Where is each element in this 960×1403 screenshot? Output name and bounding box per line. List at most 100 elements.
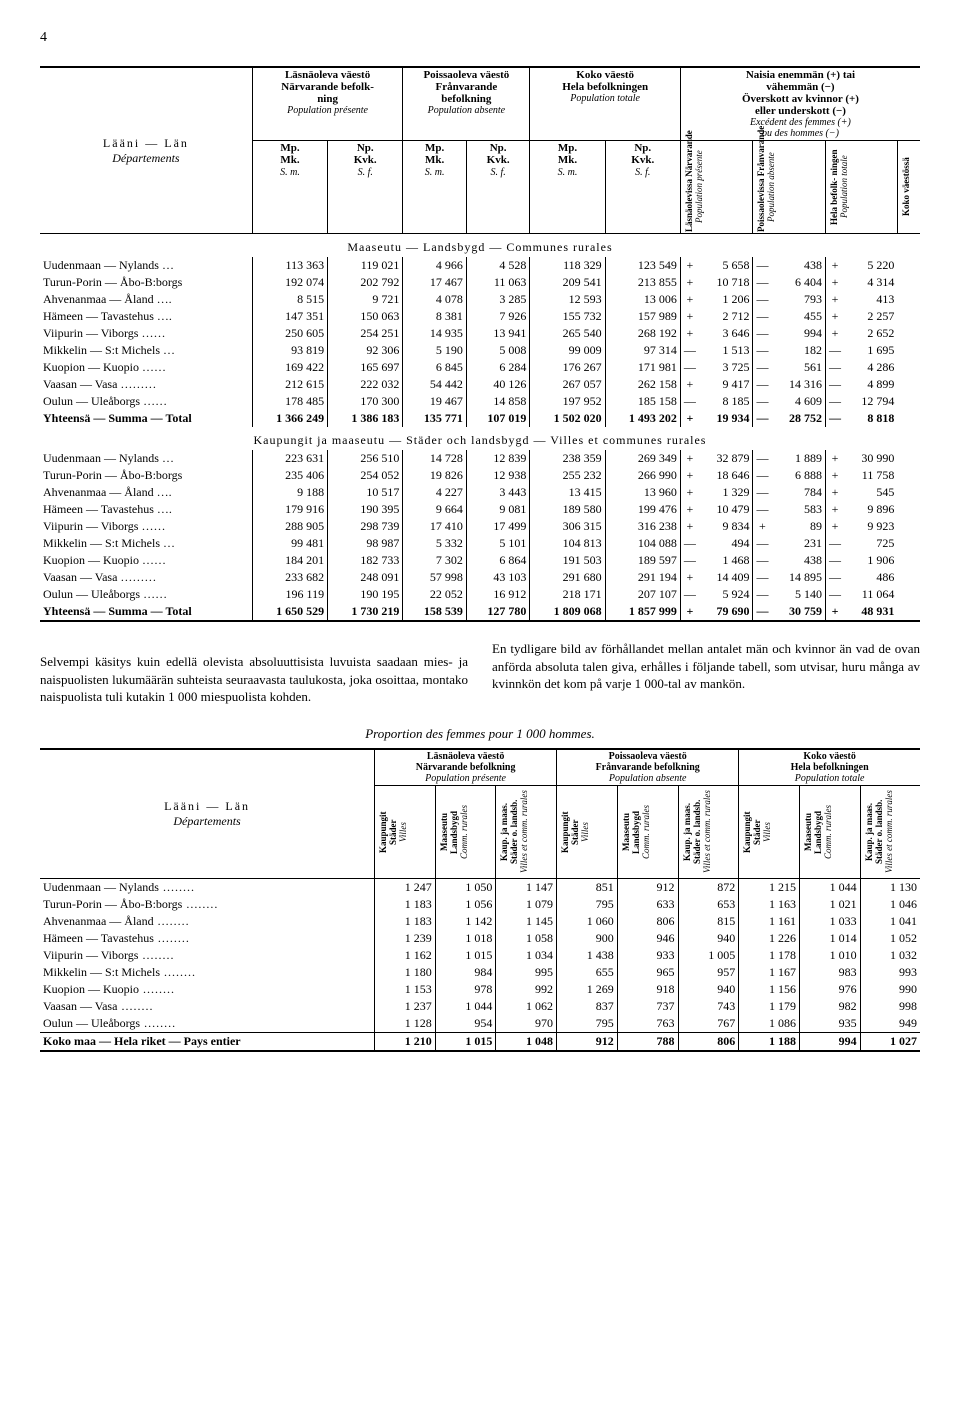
table-row-label: Viipurin — Viborgs ……: [40, 518, 252, 535]
cell: 1 153: [375, 981, 436, 998]
cell: 12 794: [844, 393, 897, 410]
cell: 238 359: [530, 450, 605, 467]
cell: 266 990: [605, 467, 680, 484]
gh2-l2: Frånvarande: [406, 81, 526, 93]
cell: 169 422: [252, 359, 327, 376]
cell-sign: +: [753, 518, 772, 535]
cell: 13 960: [605, 484, 680, 501]
cell: 793: [771, 291, 825, 308]
cell: 4 528: [466, 257, 530, 274]
gh3-l1: Koko väestö: [533, 69, 677, 81]
cell: 98 987: [328, 535, 403, 552]
cell: 494: [699, 535, 753, 552]
cell-sign: —: [753, 603, 772, 621]
gh2-l1: Poissaoleva väestö: [406, 69, 526, 81]
vc1b: Frånvarande: [756, 126, 766, 177]
cell: 946: [617, 930, 678, 947]
cell: 957: [678, 964, 739, 981]
cell: 1 502 020: [530, 410, 605, 427]
gh2-it: Population absente: [406, 105, 526, 116]
cell: 212 615: [252, 376, 327, 393]
cell: 150 063: [328, 308, 403, 325]
cell: 655: [557, 964, 618, 981]
cell-sign: —: [680, 393, 699, 410]
cell: 912: [557, 1033, 618, 1052]
cell-sign: +: [825, 518, 844, 535]
cell: 1 048: [496, 1033, 557, 1052]
cell: 1 014: [799, 930, 860, 947]
cell: 14 858: [466, 393, 530, 410]
cell-sign: +: [680, 410, 699, 427]
cell: 306 315: [530, 518, 605, 535]
cell: 5 140: [771, 586, 825, 603]
cell: 4 227: [403, 484, 467, 501]
cell-sign: +: [680, 569, 699, 586]
sh-mk3: Mk.: [558, 154, 577, 166]
cell: 57 998: [403, 569, 467, 586]
cell: 48 931: [844, 603, 897, 621]
table-row-label: Oulun — Uleåborgs ……: [40, 393, 252, 410]
cell: 940: [678, 930, 739, 947]
vc2a: Hela befolk-: [829, 178, 839, 225]
cell-sign: —: [753, 586, 772, 603]
cell: 179 916: [252, 501, 327, 518]
cell: 113 363: [252, 257, 327, 274]
section2-title: Kaupungit ja maaseutu — Städer och lands…: [40, 427, 920, 450]
cell: 1 366 249: [252, 410, 327, 427]
vc2it: Population totale: [839, 142, 849, 232]
cell: 99 009: [530, 342, 605, 359]
table-row-label: Yhteensä — Summa — Total: [40, 603, 252, 621]
cell: 1 179: [739, 998, 800, 1015]
gh4-it: Excédent des femmes (+): [684, 117, 917, 128]
cell: 1 044: [435, 998, 496, 1015]
table-row-label: Oulun — Uleåborgs: [40, 1015, 375, 1033]
cell: 4 078: [403, 291, 467, 308]
table-row-label: Turun-Porin — Åbo-B:borgs: [40, 274, 252, 291]
cell-sign: +: [825, 308, 844, 325]
sh-sf2: S. f.: [490, 167, 505, 178]
cell: 1 215: [739, 879, 800, 897]
t2g2a: Koko väestö: [803, 751, 856, 762]
cell: 1 027: [860, 1033, 920, 1052]
cell-sign: —: [680, 342, 699, 359]
table-row-label: Vaasan — Vasa ………: [40, 569, 252, 586]
sh-mk: Mk.: [280, 154, 299, 166]
cell: 976: [799, 981, 860, 998]
sh-mk2: Mk.: [425, 154, 444, 166]
gh1-l3: ning: [256, 93, 400, 105]
cell: 912: [617, 879, 678, 897]
vc0it: Population présente: [694, 142, 704, 232]
cell: 28 752: [771, 410, 825, 427]
cell: 1 015: [435, 1033, 496, 1052]
cell: 10 718: [699, 274, 753, 291]
cell: 189 597: [605, 552, 680, 569]
cell: 123 549: [605, 257, 680, 274]
cell-sign: +: [825, 450, 844, 467]
cell: 92 306: [328, 342, 403, 359]
cell: 9 834: [699, 518, 753, 535]
cell-sign: —: [680, 359, 699, 376]
cell: 170 300: [328, 393, 403, 410]
t1-side-l1: Lääni — Län: [103, 136, 189, 150]
cell: 1 468: [699, 552, 753, 569]
vc3a: Koko väestössä: [901, 158, 911, 217]
cell: 197 952: [530, 393, 605, 410]
cell: 89: [771, 518, 825, 535]
cell: 5 190: [403, 342, 467, 359]
cell: 5 008: [466, 342, 530, 359]
gh4-l3: Överskott av kvinnor (+): [684, 93, 917, 105]
cell: 191 503: [530, 552, 605, 569]
cell: 561: [771, 359, 825, 376]
cell: 413: [844, 291, 897, 308]
sh-sm3: S. m.: [558, 167, 578, 178]
cell: 157 989: [605, 308, 680, 325]
cell: 3 285: [466, 291, 530, 308]
table-row-label: Yhteensä — Summa — Total: [40, 410, 252, 427]
sh-sm2: S. m.: [425, 167, 445, 178]
cell: 1 386 183: [328, 410, 403, 427]
cell: 190 395: [328, 501, 403, 518]
cell: 1 183: [375, 913, 436, 930]
cell: 11 063: [466, 274, 530, 291]
cell: 233 682: [252, 569, 327, 586]
cell: 1 167: [739, 964, 800, 981]
